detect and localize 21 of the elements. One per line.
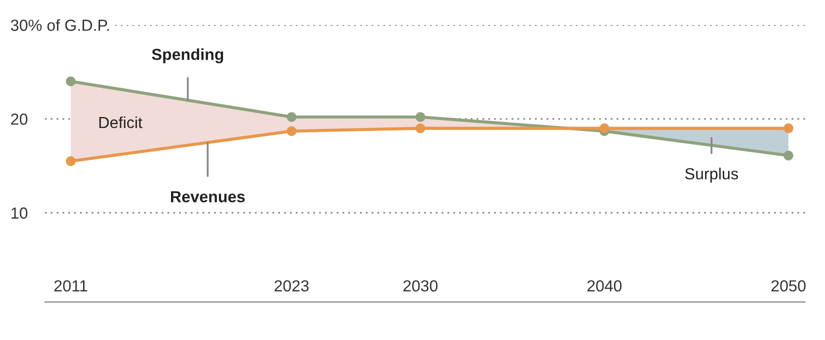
point: [286, 126, 296, 136]
point: [286, 112, 296, 122]
point: [416, 112, 426, 122]
x-tick-label: 2023: [274, 280, 309, 292]
point: [600, 123, 610, 134]
point: [416, 123, 426, 134]
point: [66, 156, 76, 166]
y-tick-label: 20: [11, 114, 28, 125]
annotation: Surplus: [685, 168, 738, 183]
x-tick-label: 2030: [403, 280, 438, 292]
x-tick-label: 2040: [587, 280, 622, 292]
y-tick-label: 30% of G.D.P.: [10, 19, 109, 31]
point: [66, 76, 76, 86]
point: [784, 123, 794, 134]
text: Revenues: [171, 191, 245, 202]
point: [784, 150, 794, 160]
x-tick-label: 2011: [54, 280, 88, 292]
x-tick-label: 2050: [771, 280, 806, 292]
y-tick-label: 10: [11, 207, 28, 219]
series-label: Spending: [152, 48, 224, 64]
annotation: Deficit: [99, 116, 142, 128]
